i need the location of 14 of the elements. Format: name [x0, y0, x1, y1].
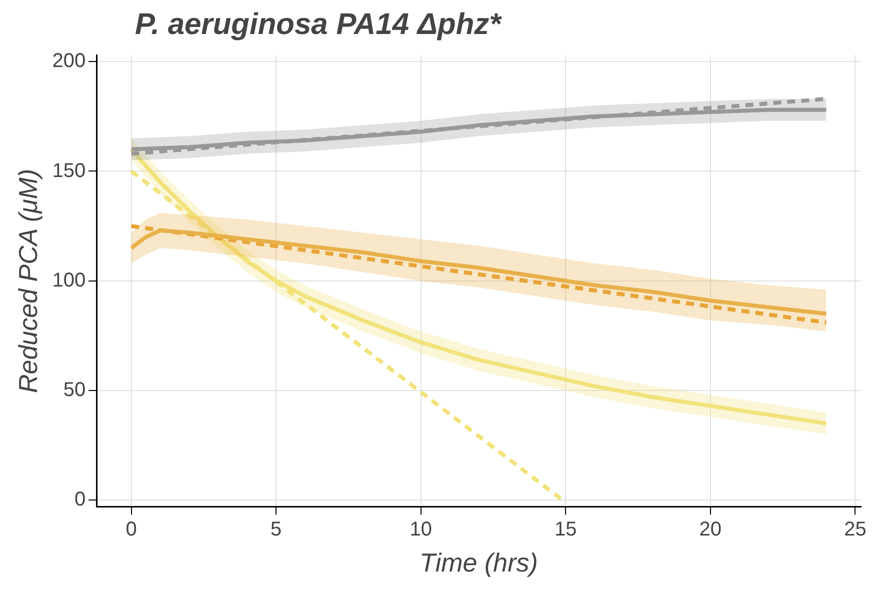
x-tick-label: 5 — [270, 518, 282, 540]
y-tick-label: 150 — [52, 160, 86, 182]
x-tick-label: 20 — [699, 518, 722, 540]
y-axis-title: Reduced PCA (μM) — [12, 168, 43, 394]
x-tick-label: 15 — [554, 518, 577, 540]
y-tick-label: 50 — [63, 379, 86, 402]
x-tick-label: 0 — [126, 518, 137, 540]
chart-title: P. aeruginosa PA14 Δphz* — [135, 8, 501, 42]
y-tick-label: 0 — [74, 488, 86, 511]
x-tick-label: 10 — [410, 518, 432, 540]
y-tick-label: 200 — [52, 50, 86, 72]
x-tick-label: 25 — [844, 518, 866, 540]
y-tick-label: 100 — [52, 269, 86, 292]
x-axis-title: Time (hrs) — [420, 548, 538, 578]
